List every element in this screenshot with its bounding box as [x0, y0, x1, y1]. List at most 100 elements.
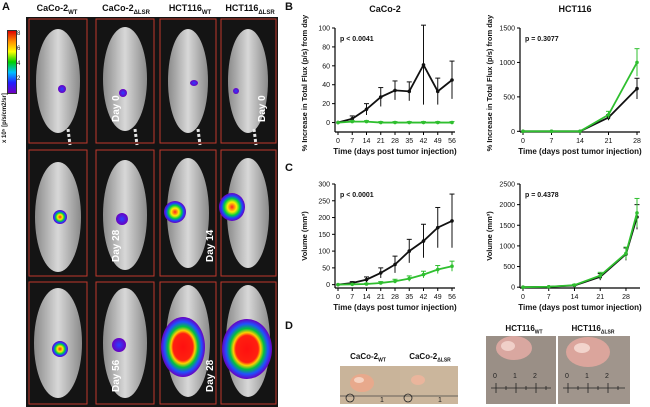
x-tick-label: 21: [377, 138, 385, 145]
photo-label-hct-lsr: HCT116ΔLSR: [571, 324, 615, 336]
y-tick-label: 50: [322, 265, 330, 272]
x-tick-label: 42: [420, 294, 428, 301]
data-point: [435, 225, 440, 230]
data-point: [378, 281, 383, 285]
ruler-number: 1: [380, 397, 384, 404]
ruler-number: 0: [493, 373, 497, 380]
x-tick-label: 56: [448, 138, 456, 145]
day-label-caco: Day 28: [111, 229, 122, 262]
x-tick-label: 35: [405, 294, 413, 301]
data-point: [407, 89, 412, 94]
chart-flux-caco: 0 20 40 60 80 100 0 7 14 21 28 35 42 49 56 Time (days p…: [300, 14, 457, 156]
y-axis-label: Volume (mm³): [485, 211, 494, 261]
data-point: [578, 129, 582, 134]
x-tick-label: 7: [547, 294, 551, 301]
column-header-hct-lsr: HCT116ΔLSR: [225, 3, 275, 16]
x-axis-label: Time (days post tumor injection): [518, 303, 642, 312]
y-tick-label: 500: [503, 94, 515, 101]
colorbar-unit: x 10⁵ [p/s/cm2/sr]: [2, 93, 8, 143]
signal-caco-wt-day56: [52, 341, 68, 357]
data-point: [336, 282, 340, 287]
data-point: [393, 262, 397, 267]
data-point: [364, 277, 369, 282]
chart-volume-hct: 0 500 1000 1500 2000 2500 0 7 14 21 28 Time (days p…: [485, 182, 642, 313]
y-tick-label: 1500: [499, 223, 515, 230]
data-point: [378, 120, 383, 125]
p-value: p = 0.3077: [525, 36, 559, 43]
signal-caco-wt-day28: [53, 210, 67, 224]
x-tick-label: 35: [405, 138, 413, 145]
x-tick-label: 28: [391, 294, 399, 301]
x-axis-label: Time (days post tumor injection): [333, 147, 457, 156]
y-tick-label: 250: [318, 198, 330, 205]
data-point: [521, 129, 525, 134]
data-point: [421, 272, 426, 277]
y-tick-label: 0: [511, 285, 515, 292]
x-axis-label: Time (days post tumor injection): [518, 147, 642, 156]
x-tick-label: 56: [448, 294, 456, 301]
data-point: [450, 219, 454, 223]
panel-letter-b: B: [285, 1, 293, 13]
ruler-number: 2: [605, 373, 609, 380]
y-tick-label: 0: [511, 129, 515, 136]
y-tick-label: 80: [322, 44, 330, 51]
y-tick-label: 0: [326, 282, 330, 289]
y-tick-label: 200: [318, 215, 330, 222]
data-point: [435, 89, 440, 94]
data-point: [635, 86, 639, 91]
bioluminescence-imaging-grid: [26, 17, 278, 407]
panel-letter-c: C: [285, 162, 293, 174]
y-tick-label: 1000: [499, 243, 515, 250]
data-point: [546, 284, 551, 289]
data-point: [350, 282, 355, 287]
y-tick-label: 2500: [499, 182, 515, 189]
y-axis-label: % Increase in Total Flux (p/s) from day …: [485, 14, 494, 151]
p-value: p = 0.4378: [525, 192, 559, 199]
p-value: p < 0.0001: [340, 192, 374, 199]
data-point: [521, 285, 525, 289]
data-point: [598, 273, 603, 278]
ruler-number: 1: [585, 373, 589, 380]
x-tick-label: 42: [420, 138, 428, 145]
x-tick-label: 49: [434, 138, 442, 145]
column-header-caco-wt: CaCo-2WT: [36, 3, 78, 16]
x-tick-label: 14: [576, 138, 584, 145]
signal-caco-wt-day0: [58, 85, 66, 93]
y-axis-label: % Increase in Total Flux (p/s) from day …: [300, 14, 309, 151]
chart-title-caco: CaCo-2: [369, 4, 401, 14]
series-line: [522, 212, 638, 289]
colorbar-tick: 2: [17, 76, 21, 82]
data-point: [364, 282, 369, 286]
x-tick-label: 49: [434, 294, 442, 301]
y-tick-label: 100: [318, 249, 330, 256]
x-tick-label: 7: [550, 138, 554, 145]
ruler-number: 1: [438, 397, 442, 404]
y-tick-label: 300: [318, 182, 330, 189]
y-axis-label: Volume (mm³): [300, 211, 309, 261]
data-point: [606, 112, 611, 117]
photo-caco-lsr: 1: [400, 366, 458, 404]
data-point: [393, 88, 397, 93]
signal-hct-lsr-day0: [233, 88, 239, 94]
x-tick-label: 14: [571, 294, 579, 301]
mouse-tails: [66, 128, 258, 146]
day-label-caco: Day 56: [111, 359, 122, 392]
data-point: [350, 119, 355, 124]
y-tick-label: 2000: [499, 202, 515, 209]
x-tick-label: 28: [633, 138, 641, 145]
data-point: [336, 120, 340, 125]
data-point: [350, 116, 355, 121]
x-tick-label: 14: [363, 138, 371, 145]
ruler-number: 0: [565, 373, 569, 380]
y-tick-label: 500: [503, 264, 515, 271]
data-point: [624, 251, 628, 256]
x-tick-label: 28: [622, 294, 630, 301]
data-point: [364, 119, 369, 124]
data-point: [421, 63, 426, 67]
y-tick-label: 60: [322, 63, 330, 70]
chart-volume-caco: 0 50 100 150 200 250 300 0 7 14 21 28 35 42 49 56 Time (…: [300, 182, 457, 313]
day-label-caco: Day 0: [111, 95, 122, 122]
x-tick-label: 7: [350, 294, 354, 301]
data-point: [635, 60, 639, 65]
chart-title-hct: HCT116: [558, 4, 592, 14]
